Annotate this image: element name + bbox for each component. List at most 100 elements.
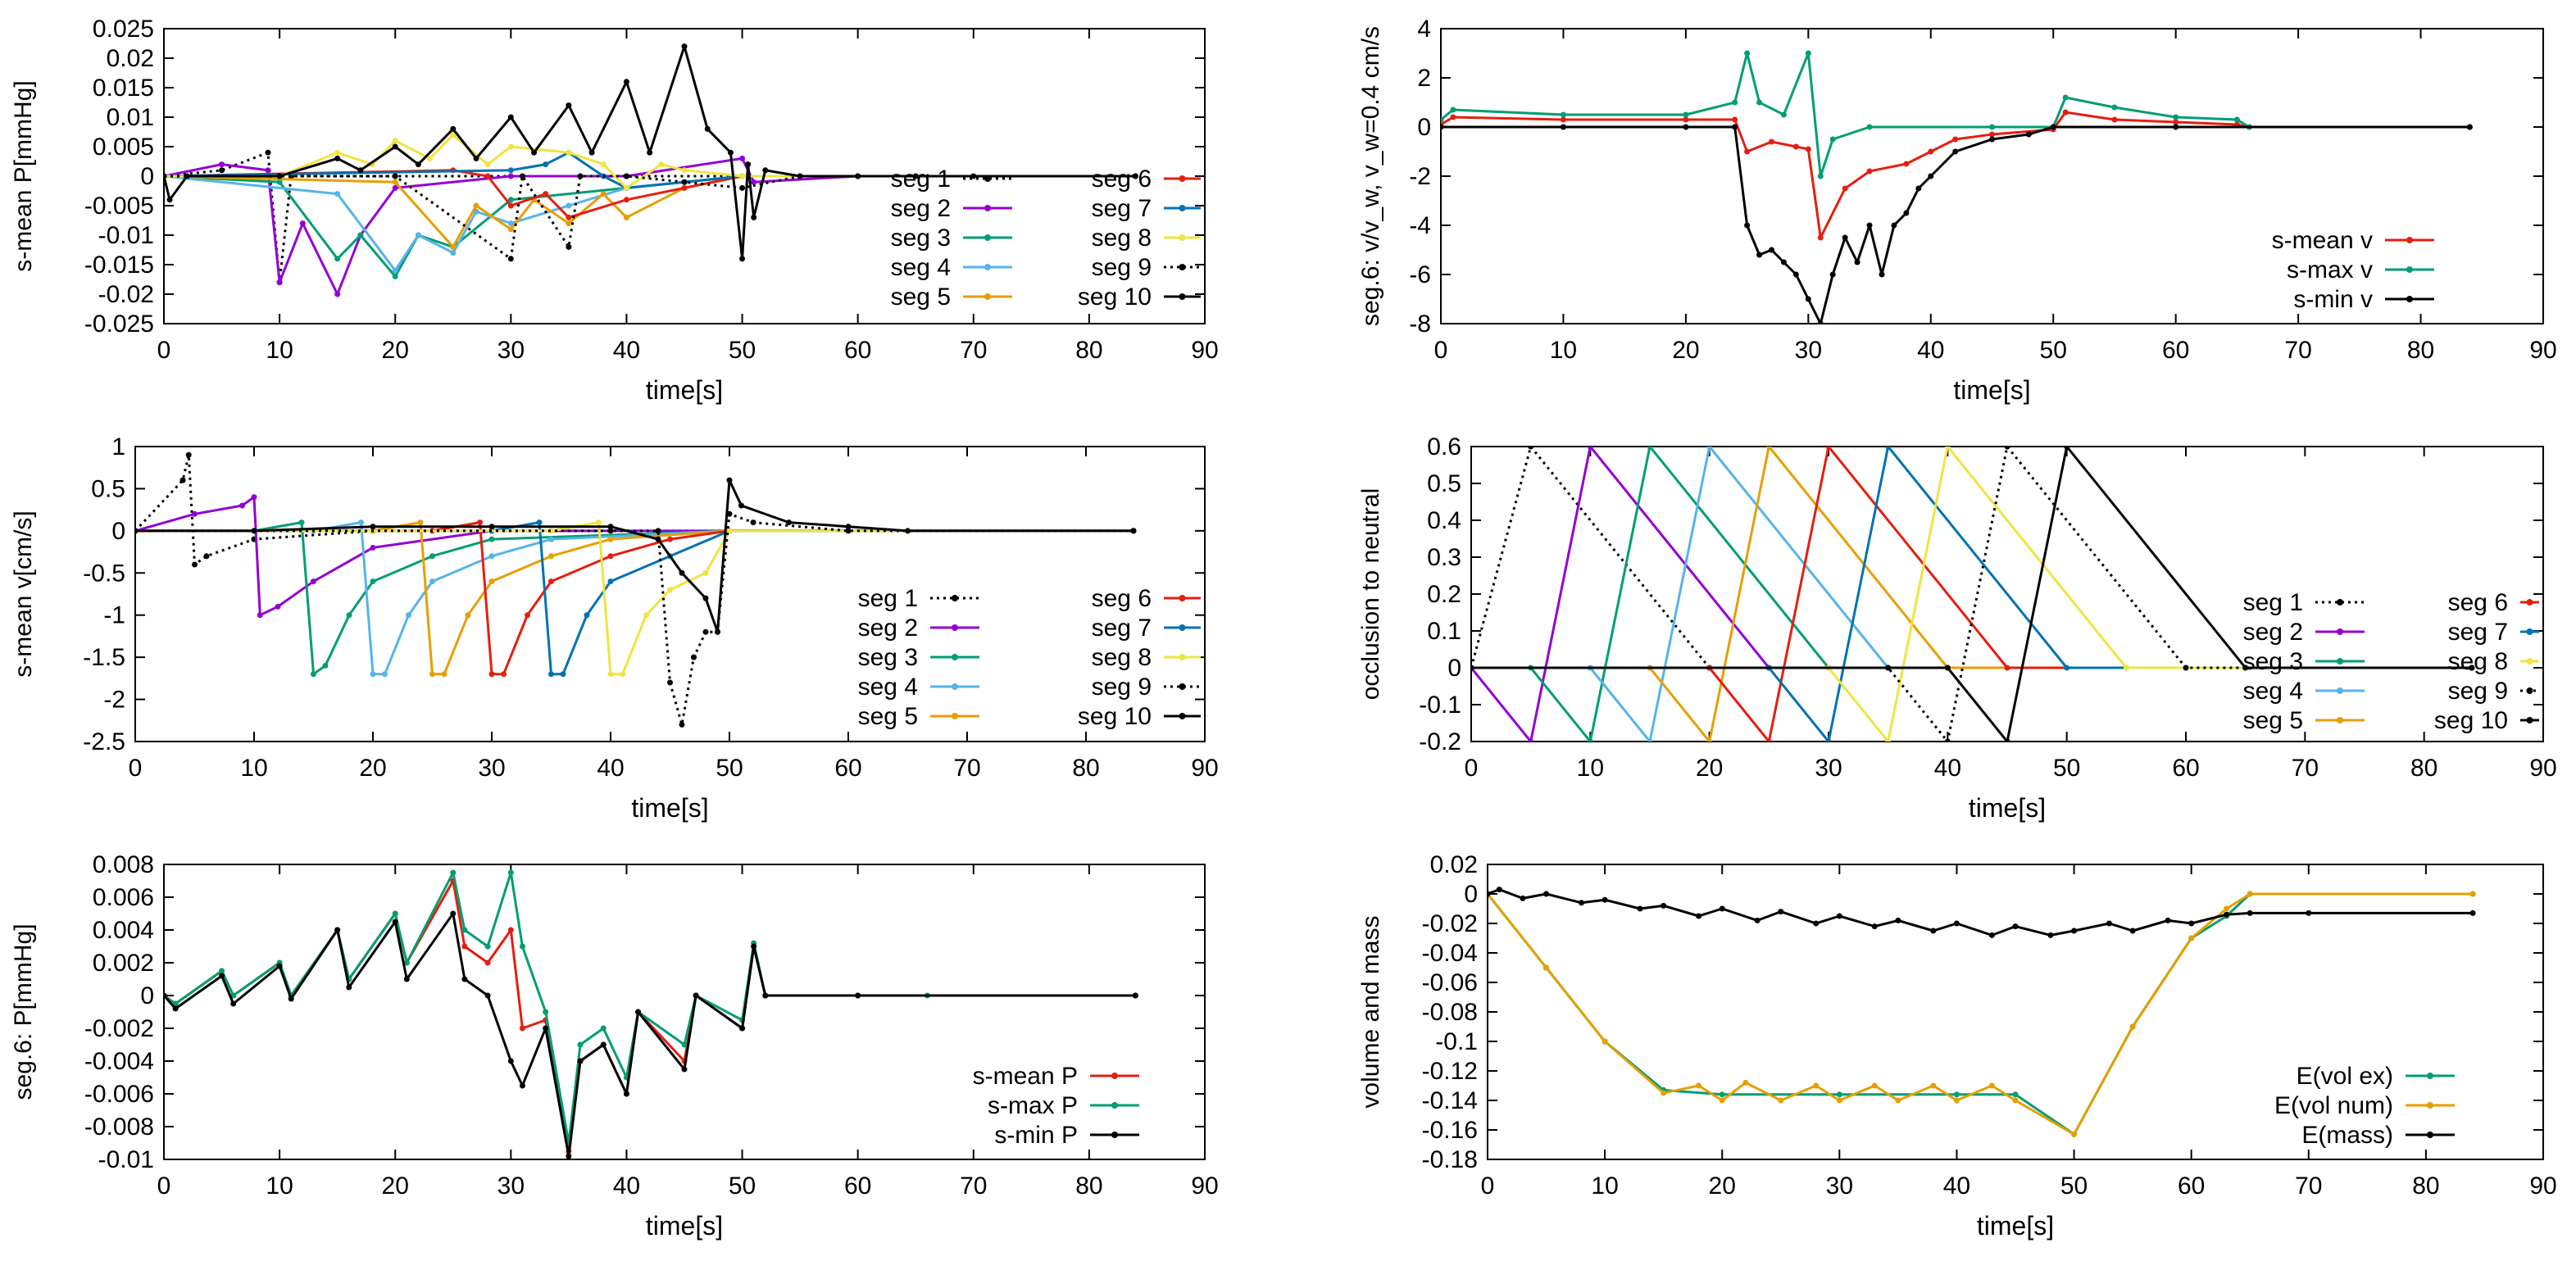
series-line-7 (135, 521, 1134, 676)
data-point (488, 671, 495, 678)
chart-p6: 0 10 20 30 40 50 60 70 80 90 -0.18-0.16 -0.14-0.12 -… (1357, 851, 2557, 1241)
data-point (566, 1153, 572, 1159)
data-point (192, 510, 198, 517)
y-tick-label: 4 (1417, 16, 1431, 43)
y-tick-label: -0.06 (1422, 969, 1478, 996)
data-point (786, 519, 792, 526)
legend-marker (2406, 237, 2413, 243)
data-point (1988, 1082, 1995, 1089)
data-point (370, 544, 376, 551)
y-tick-label: 0.5 (1427, 470, 1461, 497)
data-point (2111, 116, 2118, 123)
data-point (726, 528, 733, 534)
data-point (1601, 896, 1608, 903)
data-point (1778, 1097, 1784, 1104)
data-point (1836, 913, 1842, 919)
legend-marker (1179, 293, 1186, 300)
data-point (607, 578, 614, 585)
y-tick-label: -2.5 (83, 728, 125, 755)
data-point (382, 671, 388, 678)
legend-marker (2526, 687, 2533, 694)
data-point (2123, 665, 2129, 671)
y-tick-label: -0.16 (1422, 1117, 1478, 1144)
x-axis-label: time[s] (646, 1211, 723, 1241)
legend-marker (1111, 1102, 1118, 1109)
data-point (715, 628, 720, 635)
data-point (797, 173, 803, 179)
y-tick-label: -0.006 (84, 1081, 154, 1108)
data-point (1825, 738, 1832, 742)
data-point (406, 612, 411, 619)
data-point (667, 536, 673, 542)
series-line-6 (135, 521, 1134, 676)
legend-marker (2406, 296, 2413, 302)
data-point (392, 143, 398, 150)
data-point (577, 1041, 584, 1048)
series-line-7 (164, 151, 1136, 189)
data-point (2064, 447, 2070, 450)
data-point (507, 1058, 514, 1064)
data-point (1769, 138, 1774, 145)
y-tick-label: -0.02 (98, 281, 154, 308)
data-point (1587, 738, 1593, 742)
data-point (905, 528, 911, 534)
data-point (2071, 928, 2078, 934)
data-point (1805, 50, 1811, 57)
data-point (334, 191, 341, 197)
data-point (484, 161, 491, 168)
y-tick-label: 0 (140, 163, 154, 190)
data-point (465, 612, 471, 619)
data-point (1756, 252, 1763, 258)
legend-label: seg 8 (1092, 225, 1152, 252)
plot-frame (1440, 28, 2544, 324)
legend-label: s-mean v (2272, 227, 2373, 254)
data-point (1450, 107, 1456, 113)
data-point (1952, 148, 1959, 155)
data-point (584, 612, 590, 619)
data-point (1866, 124, 1873, 130)
x-tick-label: 40 (1917, 337, 1944, 364)
series-line-10 (1471, 447, 2472, 742)
data-point (415, 161, 421, 168)
data-point (450, 250, 457, 256)
legend-label: seg 9 (2448, 678, 2508, 705)
y-tick-label: -0.5 (83, 560, 125, 587)
legend-marker (1179, 205, 1186, 211)
x-axis-label: time[s] (1969, 793, 2046, 823)
data-point (1989, 136, 1995, 143)
data-point (1928, 148, 1934, 155)
data-point (370, 671, 376, 678)
data-point (1817, 234, 1824, 241)
legend-marker (2406, 266, 2413, 273)
legend-label: seg 2 (858, 615, 918, 642)
data-point (473, 155, 479, 161)
series-group (1471, 447, 2475, 742)
data-point (2012, 923, 2019, 930)
series-line-3 (164, 912, 1136, 1158)
legend-label: seg 5 (2243, 707, 2303, 734)
x-tick-label: 60 (844, 337, 871, 364)
data-point (2173, 119, 2179, 125)
data-point (230, 1000, 237, 1007)
data-point (739, 155, 746, 161)
legend-label: seg 6 (2448, 589, 2508, 616)
legend-label: s-mean P (973, 1063, 1078, 1090)
data-point (655, 536, 661, 542)
data-point (461, 976, 468, 982)
data-point (507, 202, 514, 209)
x-axis-label: time[s] (646, 375, 723, 405)
y-tick-label: 0.3 (1427, 544, 1461, 571)
data-point (265, 167, 271, 174)
data-point (658, 161, 665, 168)
data-point (1637, 905, 1643, 912)
x-tick-label: 60 (2172, 755, 2199, 782)
y-tick-label: -6 (1409, 261, 1431, 288)
data-point (739, 1025, 746, 1032)
data-point (1842, 185, 1848, 192)
y-tick-label: 0 (1447, 655, 1461, 682)
y-tick-label: -0.04 (1422, 940, 1478, 967)
legend-marker (984, 175, 991, 182)
x-tick-label: 90 (1191, 1173, 1218, 1200)
data-point (681, 184, 688, 191)
data-point (370, 578, 376, 585)
